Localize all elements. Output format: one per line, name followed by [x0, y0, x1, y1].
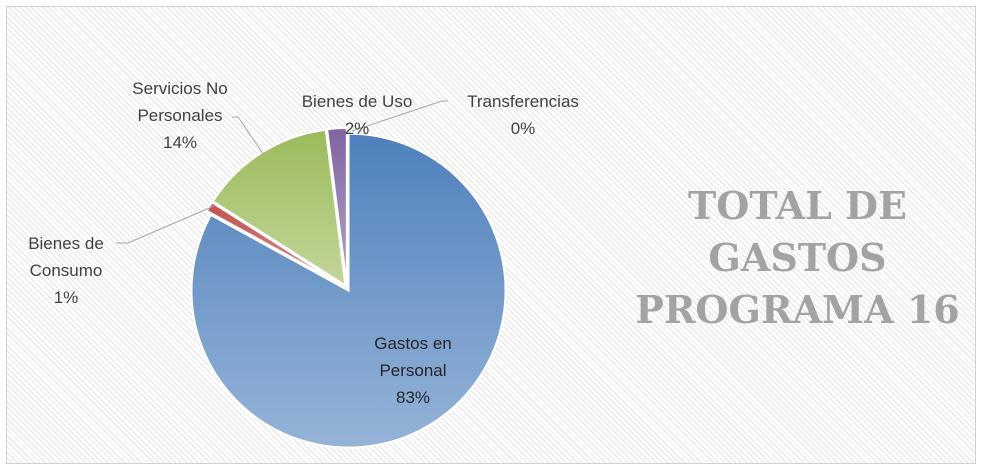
- value-label: 0%: [510, 119, 536, 138]
- data-label: Transferencias 0%: [453, 88, 593, 142]
- category-label: Bienes de Uso: [301, 92, 413, 111]
- category-label: Bienes de Consumo: [28, 234, 104, 280]
- value-label: 14%: [162, 133, 198, 152]
- chart-title: TOTAL DE GASTOS PROGRAMA 16: [635, 183, 960, 332]
- data-label: Servicios No Personales 14%: [110, 75, 250, 156]
- data-label: Bienes de Consumo 1%: [11, 230, 121, 311]
- category-label: Servicios No Personales: [132, 79, 228, 125]
- slice-shading: [212, 129, 346, 286]
- value-label: 83%: [395, 388, 431, 407]
- value-label: 1%: [53, 288, 79, 307]
- leader-line: [232, 116, 265, 156]
- leader-line: [351, 100, 448, 132]
- slice-shading: [206, 202, 345, 287]
- data-label: Bienes de Uso 2%: [287, 88, 427, 142]
- slice-shading: [327, 128, 347, 286]
- category-label: Transferencias: [467, 92, 579, 111]
- data-label: Gastos en Personal 83%: [358, 330, 468, 411]
- slice-shading: [191, 133, 506, 448]
- leader-line: [116, 205, 215, 244]
- value-label: 2%: [344, 119, 370, 138]
- category-label: Gastos en Personal: [374, 334, 452, 380]
